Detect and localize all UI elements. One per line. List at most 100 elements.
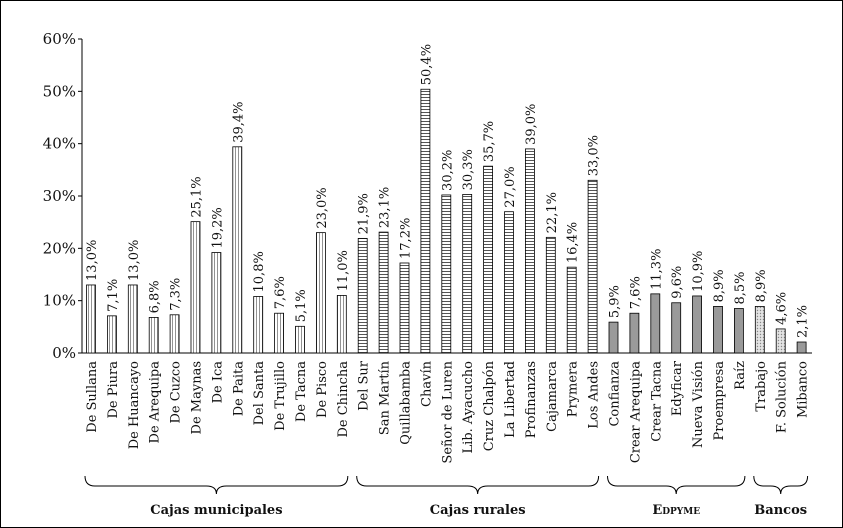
x-tick-label: Edyficar — [670, 360, 685, 416]
x-tick-label: De Tacna — [294, 361, 309, 422]
bar — [336, 295, 347, 354]
y-tick-label: 30% — [43, 187, 76, 205]
value-label: 39,0% — [524, 104, 539, 145]
bar — [169, 314, 180, 354]
x-tick-label: Los Andes — [587, 361, 602, 429]
value-label: 16,4% — [566, 222, 581, 263]
x-tick-label: Cajamarca — [545, 361, 560, 432]
bar — [148, 317, 159, 354]
bar — [315, 232, 326, 354]
x-tick-label: Profinanzas — [524, 361, 539, 438]
value-label: 8,9% — [712, 269, 727, 302]
x-tick-label: Proempresa — [712, 361, 727, 441]
value-label: 8,9% — [754, 269, 769, 302]
value-label: 7,3% — [169, 278, 184, 311]
value-label: 4,6% — [775, 292, 790, 325]
bar — [86, 284, 96, 354]
x-tick-label: F. Solución — [775, 360, 790, 433]
value-label: 39,4% — [231, 101, 246, 142]
bar — [608, 321, 619, 354]
value-label: 27,0% — [503, 166, 518, 207]
value-label: 23,1% — [378, 187, 393, 228]
value-label: 7,6% — [628, 276, 643, 309]
value-label: 25,1% — [190, 176, 205, 217]
bar — [650, 293, 661, 354]
x-tick-label: Confianza — [608, 361, 623, 427]
value-label: 33,0% — [587, 135, 602, 176]
x-tick-label: De Sullana — [85, 361, 100, 433]
x-tick-label: La Libertad — [503, 361, 518, 438]
group-brace — [607, 475, 746, 495]
bar — [545, 236, 556, 354]
x-tick-label: Del Sur — [357, 360, 372, 411]
value-label: 23,0% — [315, 187, 330, 228]
x-tick-label: De Ica — [210, 361, 225, 404]
value-label: 6,8% — [148, 280, 163, 313]
y-tick-label: 40% — [43, 135, 76, 153]
y-tick-label: 10% — [43, 292, 76, 310]
value-label: 30,3% — [461, 149, 476, 190]
bar — [587, 179, 598, 354]
x-tick-label: De Paita — [231, 361, 246, 417]
y-tick-label: 60% — [43, 30, 76, 48]
group-label: Cajas rurales — [430, 503, 526, 518]
bar — [274, 312, 285, 354]
x-tick-label: De Maynas — [190, 361, 205, 434]
x-tick-label: Nueva Visión — [691, 360, 706, 448]
x-tick-label: Chavín — [419, 360, 434, 407]
bar — [629, 312, 640, 354]
bar — [796, 341, 807, 354]
x-tick-label: Lib. Ayacucho — [461, 361, 476, 454]
value-label: 21,9% — [357, 193, 372, 234]
bar — [190, 221, 201, 354]
bar — [671, 302, 682, 354]
x-tick-label: De Chincha — [336, 361, 351, 438]
bar — [107, 315, 117, 354]
x-tick-label: De Pisco — [315, 361, 330, 418]
bar — [357, 237, 368, 354]
group-label: Bancos — [754, 503, 807, 518]
bar — [754, 306, 765, 354]
x-tick-label: Trabajo — [754, 361, 769, 412]
value-label: 5,9% — [608, 285, 623, 318]
value-label: 35,7% — [482, 121, 497, 162]
bar — [483, 165, 494, 354]
x-tick-label: De Trujillo — [273, 361, 288, 431]
value-label: 10,8% — [252, 251, 267, 292]
x-tick-label: De Cuzco — [169, 361, 184, 424]
bar — [399, 262, 410, 354]
y-tick-label: 20% — [43, 239, 76, 257]
bar — [525, 148, 535, 354]
x-tick-label: Mibanco — [796, 361, 811, 418]
value-label: 2,1% — [796, 305, 811, 338]
group-label: Edpyme — [652, 503, 700, 518]
bar — [127, 284, 138, 354]
value-label: 30,2% — [440, 150, 455, 191]
value-label: 7,1% — [106, 279, 121, 312]
bar — [775, 328, 786, 354]
value-label: 11,0% — [336, 250, 351, 291]
value-label: 9,6% — [670, 266, 685, 299]
x-tick-label: De Arequipa — [148, 361, 163, 444]
value-label: 7,6% — [273, 276, 288, 309]
bar — [734, 308, 744, 354]
value-label: 17,2% — [399, 218, 414, 259]
x-tick-label: Raíz — [733, 361, 748, 390]
x-tick-label: Del Santa — [252, 361, 267, 426]
value-label: 50,4% — [419, 44, 434, 85]
value-label: 8,5% — [733, 271, 748, 304]
x-tick-label: Crear Tacna — [649, 361, 664, 442]
bar — [378, 231, 389, 354]
x-tick-label: Cruz Chalpón — [482, 360, 497, 451]
x-tick-label: De Piura — [106, 361, 121, 419]
group-brace — [356, 475, 600, 495]
y-tick-label: 0% — [52, 344, 76, 362]
bar — [211, 252, 222, 354]
x-tick-label: Crear Arequipa — [628, 361, 643, 463]
bar — [713, 306, 723, 354]
bar — [253, 296, 264, 354]
value-label: 22,1% — [545, 192, 560, 233]
bar — [566, 266, 577, 354]
